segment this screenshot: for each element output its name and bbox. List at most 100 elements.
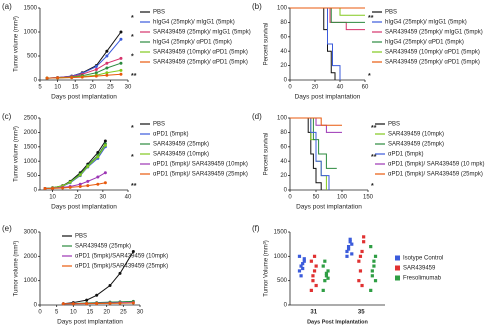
panel-label: (f) xyxy=(252,224,260,233)
data-point xyxy=(94,71,98,75)
data-point xyxy=(373,279,378,283)
significance-mark: * xyxy=(131,34,134,41)
legend-swatch xyxy=(395,265,400,271)
data-point xyxy=(119,72,123,76)
data-point xyxy=(350,252,354,256)
legend-label: αPD1 (5mpk)/SAR439459 (25mpk) xyxy=(75,264,168,270)
data-point xyxy=(358,269,363,273)
significance-mark: * xyxy=(371,183,374,190)
y-tick-label: 0 xyxy=(284,188,288,194)
legend-swatch xyxy=(395,255,400,261)
data-point xyxy=(119,56,123,60)
data-point xyxy=(61,302,65,306)
series-line xyxy=(44,146,106,190)
x-tick-label: 30 xyxy=(137,310,144,316)
data-point xyxy=(108,284,112,288)
data-point xyxy=(369,245,373,249)
data-point xyxy=(321,264,325,268)
data-point xyxy=(311,279,315,283)
y-axis-title: Percent survival xyxy=(264,23,270,66)
legend-label: PBS xyxy=(153,122,165,128)
panel-label: (c) xyxy=(2,112,12,121)
data-point xyxy=(119,68,123,72)
data-point xyxy=(346,245,351,249)
legend-label: αPD1 (5mpk)/ SAR439459 (25mpk) xyxy=(153,172,248,178)
data-point xyxy=(105,66,109,70)
data-point xyxy=(94,65,98,69)
data-point xyxy=(299,274,303,278)
x-tick-label: 60 xyxy=(362,85,369,91)
data-point xyxy=(360,283,364,288)
series-line xyxy=(45,182,106,190)
legend-label: SAR439459 xyxy=(403,266,436,272)
y-tick-label: 1000 xyxy=(274,254,288,260)
legend-label: PBS xyxy=(153,10,165,16)
legend-label: hIgG4 (25mpk)/ αPD1 (5mpk) xyxy=(385,40,464,46)
data-point xyxy=(51,186,55,190)
significance-mark: ** xyxy=(368,15,374,22)
data-point xyxy=(68,185,72,189)
y-tick-label: 3000 xyxy=(24,230,38,236)
legend-label: SAR439459 (25mpk)/ αPD1 (5mpk) xyxy=(153,60,248,66)
data-point xyxy=(56,76,60,80)
y-tick-label: 500 xyxy=(277,278,288,284)
data-point xyxy=(108,301,112,305)
legend-label: SAR439459 (25mpk) xyxy=(388,142,444,148)
legend-label: αPD1 (5mpk)/ SAR439459 (10 mpk) xyxy=(388,162,485,168)
data-point xyxy=(324,271,329,275)
survival-line xyxy=(290,7,341,80)
x-tick-label: 50 xyxy=(313,195,320,201)
legend-label: hIgG4 (25mpk)/ mIgG1 (5mpk) xyxy=(385,20,467,26)
legend-label: SAR439459 (25mpk)/ mIgG1 (5mpk) xyxy=(153,30,251,36)
data-point xyxy=(302,257,306,261)
data-point xyxy=(43,187,47,191)
data-point xyxy=(321,288,325,292)
y-axis-title: Percent survival xyxy=(264,133,270,176)
series-line xyxy=(45,172,106,190)
data-point xyxy=(70,76,74,80)
survival-line xyxy=(290,117,337,169)
x-tick-label: 0 xyxy=(288,85,292,91)
data-point xyxy=(302,259,306,263)
data-point xyxy=(372,264,376,268)
data-point xyxy=(312,269,317,273)
x-tick-label: 31 xyxy=(310,310,317,316)
data-point xyxy=(103,143,107,147)
legend-label: αPD1 (5mpk)/SAR439459 (10mpk) xyxy=(75,254,168,260)
data-point xyxy=(78,173,82,177)
data-point xyxy=(78,185,82,189)
survival-line xyxy=(290,117,322,190)
legend-label: αPD1 (5mpk)/ SAR439459 (10mpk) xyxy=(153,162,248,168)
y-tick-label: 500 xyxy=(27,54,38,60)
data-point xyxy=(345,249,349,254)
significance-mark: * xyxy=(368,73,371,80)
panel-label: (b) xyxy=(252,2,262,11)
x-tick-label: 15 xyxy=(87,310,94,316)
legend-label: SAR439459 (10mpk) xyxy=(153,152,209,158)
y-tick-label: 60 xyxy=(280,144,287,150)
x-axis-title: Days post implantation xyxy=(51,94,117,101)
significance-mark: ** xyxy=(371,154,377,161)
data-point xyxy=(370,269,374,273)
data-point xyxy=(78,182,82,186)
y-tick-label: 1500 xyxy=(274,230,288,236)
legend-label: PBS xyxy=(385,10,397,16)
significance-mark: * xyxy=(131,15,134,22)
data-point xyxy=(105,71,109,75)
data-point xyxy=(372,259,376,263)
y-tick-label: 2500 xyxy=(24,116,38,122)
legend-label: SAR439459 (25mpk)/ αPD1 (5mpk) xyxy=(385,60,480,66)
x-tick-label: 40 xyxy=(337,85,344,91)
significance-mark: * xyxy=(131,125,134,132)
y-tick-label: 0 xyxy=(34,78,38,84)
data-point xyxy=(348,237,352,241)
data-point xyxy=(311,274,315,278)
data-point xyxy=(94,74,98,78)
y-tick-label: 1000 xyxy=(24,159,38,165)
data-point xyxy=(68,180,72,184)
data-point xyxy=(96,182,100,186)
y-tick-label: 0 xyxy=(34,188,38,194)
x-tick-label: 10 xyxy=(54,85,61,91)
x-axis-title: Days post implantation xyxy=(295,94,361,101)
significance-mark: ** xyxy=(131,73,137,80)
